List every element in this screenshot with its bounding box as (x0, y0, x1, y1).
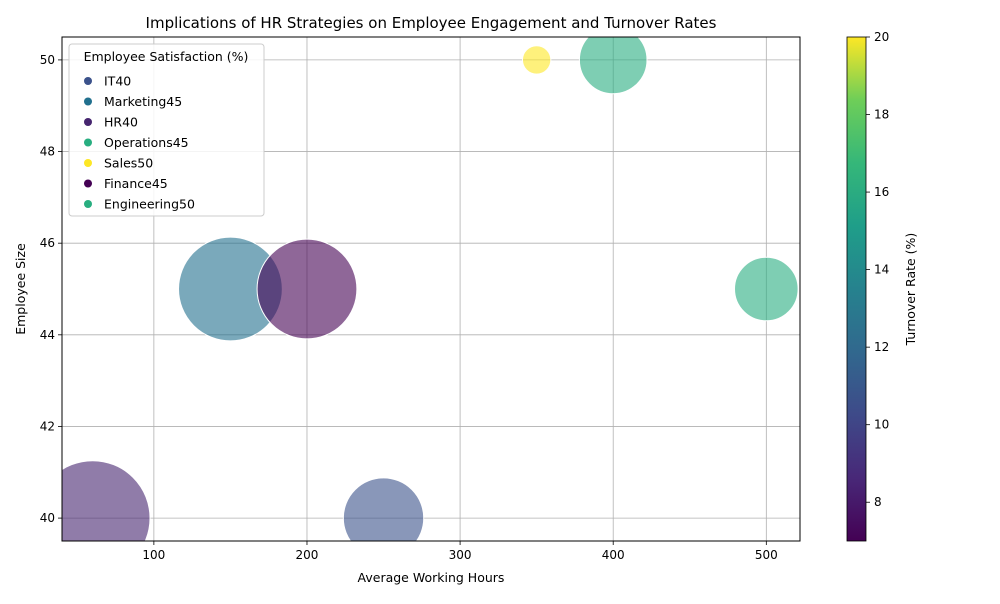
colorbar-tick-label: 12 (874, 340, 889, 354)
colorbar-tick-label: 16 (874, 185, 889, 199)
bubble-point (342, 477, 425, 541)
legend-marker (84, 118, 92, 126)
y-axis-ticks: 40 42 44 46 48 50 (40, 53, 62, 525)
legend: Employee Satisfaction (%) IT40 Marketing… (68, 43, 265, 217)
legend-box (68, 43, 265, 217)
x-axis-ticks: 100 200 300 400 500 (142, 541, 778, 562)
x-tick-label: 300 (449, 548, 472, 562)
x-tick-label: 400 (602, 548, 625, 562)
legend-label: HR40 (104, 115, 138, 130)
legend-label: Engineering50 (104, 197, 195, 212)
x-tick-label: 200 (296, 548, 319, 562)
bubble-point (578, 37, 648, 95)
y-tick-label: 46 (40, 236, 55, 250)
legend-marker (84, 77, 92, 85)
colorbar: Turnover Rate (%) 8 10 12 14 16 18 20 (846, 30, 918, 542)
plot-frame (61, 36, 801, 542)
bubble-point (521, 45, 552, 75)
y-tick-label: 48 (40, 145, 55, 159)
y-tick-label: 44 (40, 328, 55, 342)
x-tick-label: 500 (755, 548, 778, 562)
legend-marker (84, 97, 92, 106)
y-tick-label: 40 (40, 511, 55, 525)
bubble-point (62, 460, 151, 541)
legend-marker (84, 179, 92, 188)
legend-marker (84, 138, 92, 147)
chart-title: Implications of HR Strategies on Employe… (146, 14, 717, 32)
colorbar-tick-label: 18 (874, 108, 889, 122)
legend-title: Employee Satisfaction (%) (84, 49, 249, 64)
colorbar-tick-label: 10 (874, 418, 889, 432)
legend-label: IT40 (104, 74, 131, 89)
x-tick-label: 100 (142, 548, 165, 562)
colorbar-tick-label: 8 (874, 495, 882, 509)
x-axis-label: Average Working Hours (358, 570, 505, 585)
y-tick-label: 42 (40, 419, 55, 433)
colorbar-label: Turnover Rate (%) (903, 233, 918, 347)
colorbar-tick-label: 20 (874, 30, 889, 44)
bubble-point (256, 238, 358, 340)
colorbar-tick-label: 14 (874, 263, 889, 277)
legend-marker (84, 159, 92, 167)
bubble-layer (62, 37, 799, 541)
y-tick-label: 50 (40, 53, 55, 67)
legend-marker (84, 200, 92, 208)
legend-label: Operations45 (104, 135, 189, 150)
legend-label: Marketing45 (104, 94, 182, 109)
bubble-point (734, 256, 799, 322)
legend-label: Finance45 (104, 176, 168, 191)
y-axis-label: Employee Size (13, 243, 28, 335)
legend-label: Sales50 (104, 156, 153, 171)
colorbar-gradient (846, 36, 867, 542)
